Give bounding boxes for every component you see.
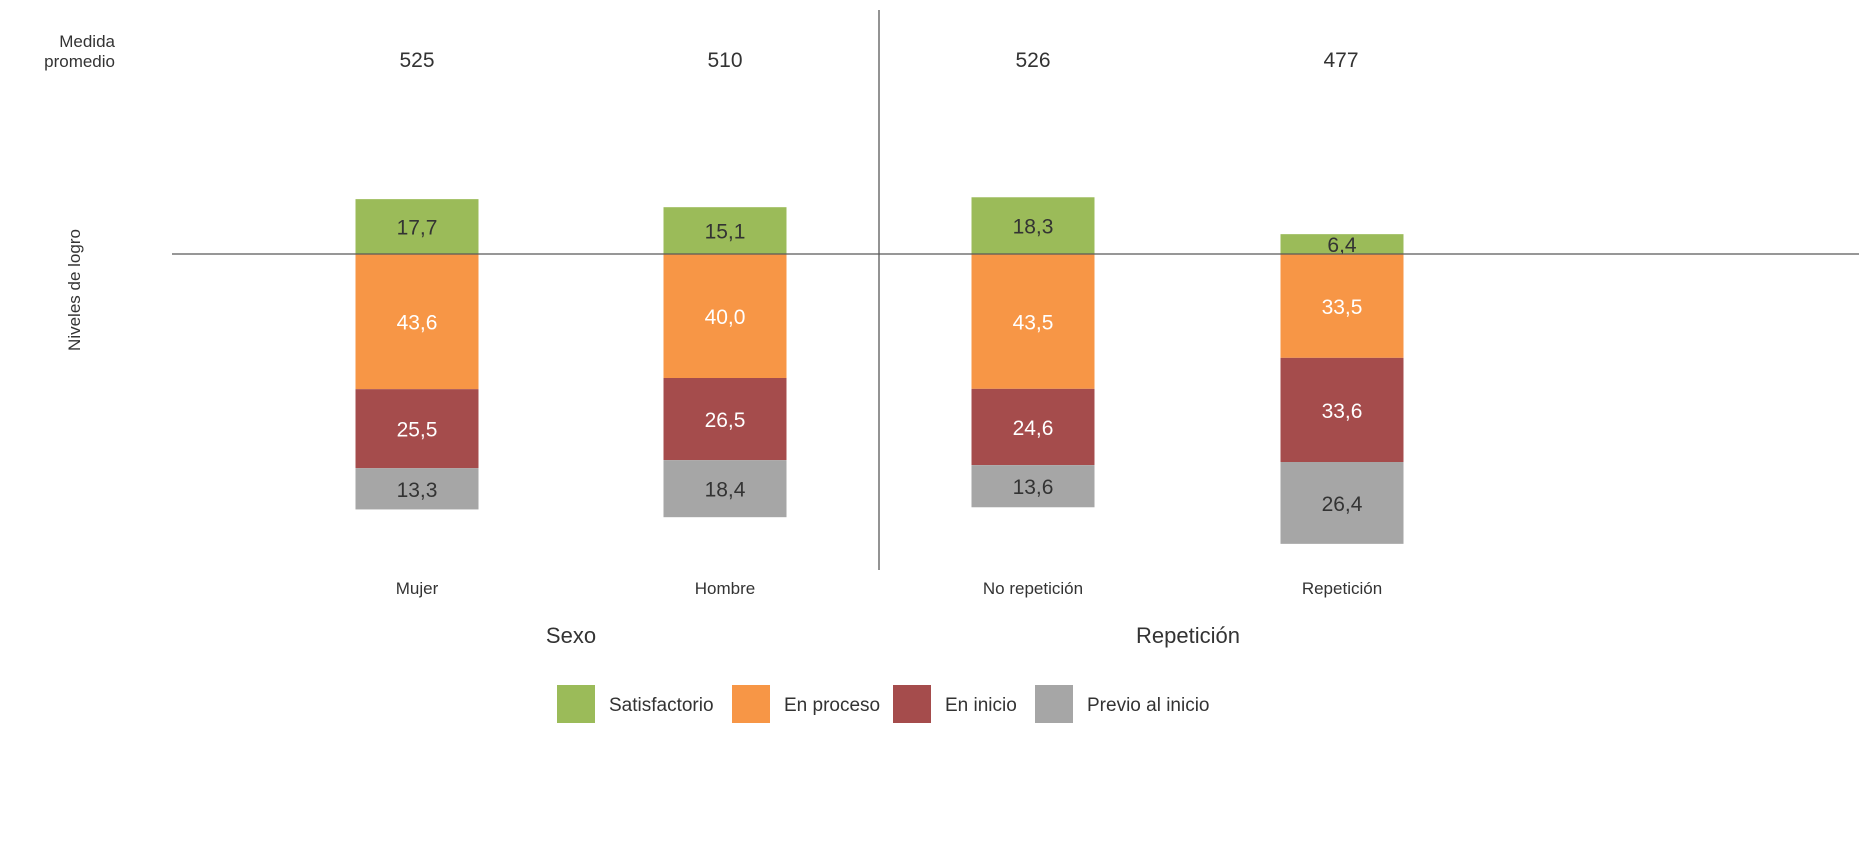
legend-swatch-satisfactorio xyxy=(557,685,595,723)
group-labels: Sexo Repetición xyxy=(546,623,1240,648)
mean-score-row-label: Medida promedio xyxy=(20,32,115,72)
bar-no-repeticion-satisfactorio xyxy=(971,197,1095,254)
mean-score-row-label-line1: Medida xyxy=(59,32,115,51)
group-label-repeticion: Repetición xyxy=(1136,623,1240,648)
value-label-repeticion-en-inicio: 33,6 xyxy=(1322,400,1363,423)
value-label-no-repeticion-en-inicio: 24,6 xyxy=(1013,417,1054,440)
bar-no-repeticion-en-inicio xyxy=(971,388,1095,466)
mean-score-no-repeticion: 526 xyxy=(1015,49,1051,72)
group-label-sexo: Sexo xyxy=(546,623,596,648)
mean-score-row-label-line2: promedio xyxy=(44,52,115,71)
value-label-no-repeticion-previo-al-inicio: 13,6 xyxy=(1013,476,1054,499)
value-label-hombre-en-proceso: 40,0 xyxy=(705,306,746,329)
value-label-mujer-en-inicio: 25,5 xyxy=(397,419,438,442)
value-label-repeticion-en-proceso: 33,5 xyxy=(1322,296,1363,319)
category-label-mujer: Mujer xyxy=(396,579,439,598)
bar-hombre-en-proceso xyxy=(663,254,787,378)
value-label-no-repeticion-satisfactorio: 18,3 xyxy=(1013,216,1054,239)
bar-repeticion-en-proceso xyxy=(1280,254,1404,358)
levels-axis-title: Niveles de logro xyxy=(65,229,84,351)
bar-mujer-satisfactorio xyxy=(355,199,479,254)
value-label-repeticion-previo-al-inicio: 26,4 xyxy=(1322,493,1363,516)
bar-mujer-en-inicio xyxy=(355,389,479,469)
legend-swatch-en-inicio xyxy=(893,685,931,723)
legend-label-previo-al-inicio: Previo al inicio xyxy=(1087,695,1210,716)
legend-swatch-en-proceso xyxy=(732,685,770,723)
bar-repeticion-en-inicio xyxy=(1280,357,1404,463)
value-label-hombre-en-inicio: 26,5 xyxy=(705,409,746,432)
legend-label-en-inicio: En inicio xyxy=(945,695,1017,716)
bar-hombre-previo-al-inicio xyxy=(663,460,787,518)
value-label-mujer-en-proceso: 43,6 xyxy=(397,312,438,335)
value-label-repeticion-satisfactorio: 6,4 xyxy=(1327,234,1357,257)
bar-no-repeticion-previo-al-inicio xyxy=(971,465,1095,508)
bar-repeticion-satisfactorio xyxy=(1280,234,1404,254)
legend-label-en-proceso: En proceso xyxy=(784,695,880,716)
bar-no-repeticion-en-proceso xyxy=(971,254,1095,389)
value-label-mujer-satisfactorio: 17,7 xyxy=(397,217,438,240)
bars-layer: 17,7 43,6 25,5 13,3 15,1 40,0 26,5 18,4 18,3 43,5… xyxy=(355,197,1404,544)
value-label-mujer-previo-al-inicio: 13,3 xyxy=(397,479,438,502)
category-label-hombre: Hombre xyxy=(695,579,755,598)
bar-repeticion-previo-al-inicio xyxy=(1280,462,1404,544)
mean-score-mujer: 525 xyxy=(399,49,435,72)
bar-hombre-en-inicio xyxy=(663,378,787,461)
bar-hombre-satisfactorio xyxy=(663,207,787,254)
bar-mujer-previo-al-inicio xyxy=(355,468,479,510)
category-label-no-repeticion: No repetición xyxy=(983,579,1083,598)
value-label-no-repeticion-en-proceso: 43,5 xyxy=(1013,311,1054,334)
legend: Satisfactorio En proceso En inicio Previo a… xyxy=(557,685,1210,723)
bar-mujer-en-proceso xyxy=(355,254,479,390)
category-label-repeticion: Repetición xyxy=(1302,579,1382,598)
value-label-hombre-previo-al-inicio: 18,4 xyxy=(705,479,746,502)
mean-score-repeticion: 477 xyxy=(1323,49,1359,72)
mean-score-hombre: 510 xyxy=(707,49,743,72)
legend-swatch-previo-al-inicio xyxy=(1035,685,1073,723)
legend-label-satisfactorio: Satisfactorio xyxy=(609,695,714,716)
category-labels: Mujer Hombre No repetición Repetición xyxy=(396,579,1382,598)
value-label-hombre-satisfactorio: 15,1 xyxy=(705,221,746,244)
